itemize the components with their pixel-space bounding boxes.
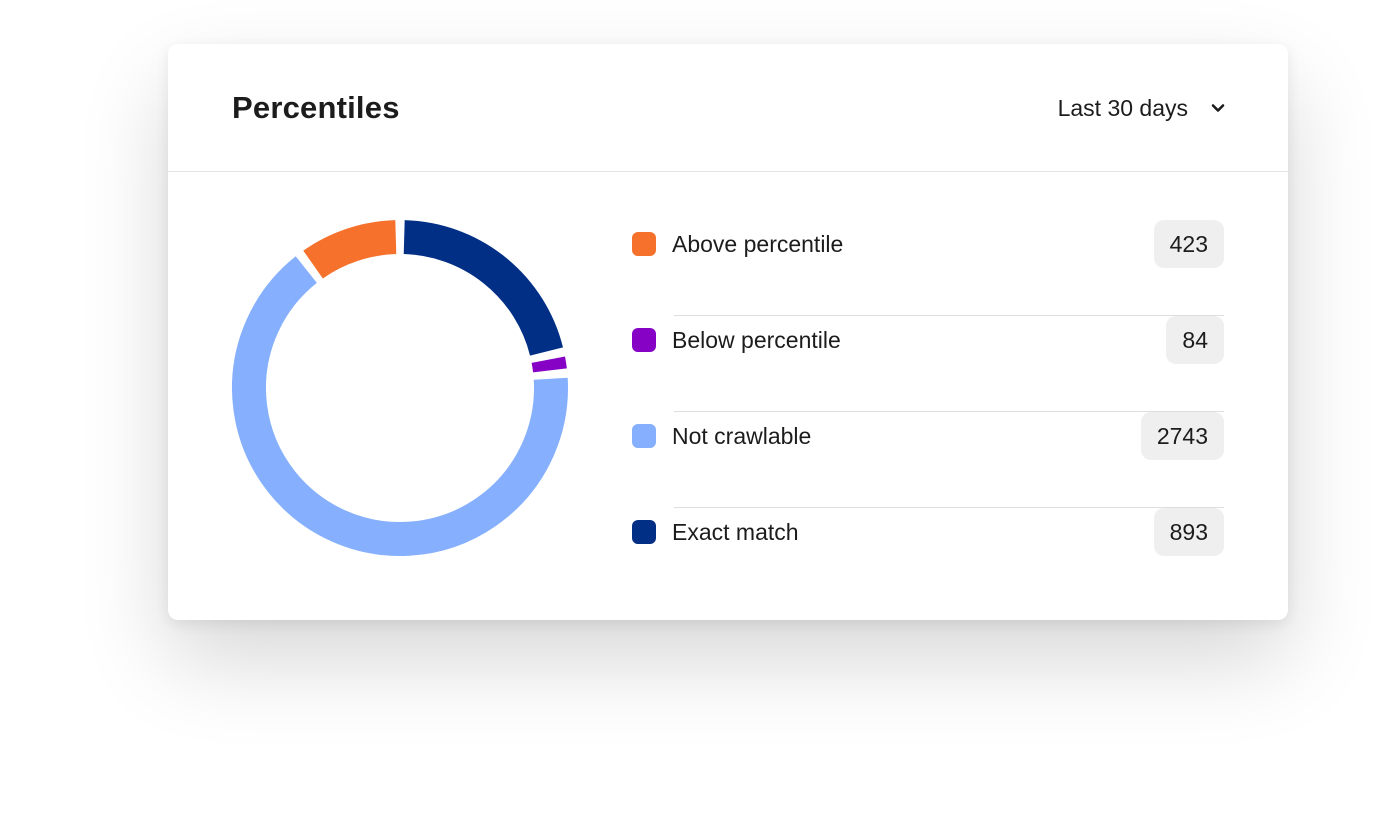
percentiles-card: Percentiles Last 30 days Above percentil…: [168, 44, 1288, 620]
legend-swatch: [632, 520, 656, 544]
count-badge: 423: [1153, 220, 1224, 268]
legend-swatch: [632, 424, 656, 448]
legend-label: Exact match: [672, 519, 799, 545]
donut-chart: [228, 216, 572, 560]
card-title: Percentiles: [232, 90, 400, 125]
divider: [674, 411, 1224, 412]
card-header: Percentiles Last 30 days: [168, 44, 1288, 172]
legend: Above percentile 423 Below percentile 84…: [632, 220, 1224, 604]
legend-label: Above percentile: [672, 231, 844, 257]
legend-item-below-percentile[interactable]: Below percentile 84: [632, 316, 1224, 412]
divider: [674, 315, 1224, 316]
legend-item-not-crawlable[interactable]: Not crawlable 2743: [632, 412, 1224, 508]
legend-item-above-percentile[interactable]: Above percentile 423: [632, 220, 1224, 316]
legend-swatch: [632, 328, 656, 352]
donut-slice-not-crawlable[interactable]: [232, 256, 568, 556]
donut-slice-below-percentile[interactable]: [531, 356, 567, 373]
date-range-value: Last 30 days: [1057, 94, 1188, 121]
donut-chart-svg: [232, 220, 568, 556]
divider: [674, 507, 1224, 508]
donut-slice-above-percentile[interactable]: [303, 220, 397, 279]
legend-label: Below percentile: [672, 327, 841, 353]
chevron-down-icon: [1211, 104, 1225, 112]
count-badge: 84: [1166, 316, 1224, 364]
legend-item-exact-match[interactable]: Exact match 893: [632, 508, 1224, 604]
legend-label: Not crawlable: [672, 423, 812, 449]
legend-swatch: [632, 232, 656, 256]
date-range-dropdown[interactable]: Last 30 days: [1058, 90, 1226, 126]
count-badge: 2743: [1140, 412, 1224, 460]
count-badge: 893: [1153, 508, 1224, 556]
donut-slice-exact-match[interactable]: [403, 220, 564, 356]
